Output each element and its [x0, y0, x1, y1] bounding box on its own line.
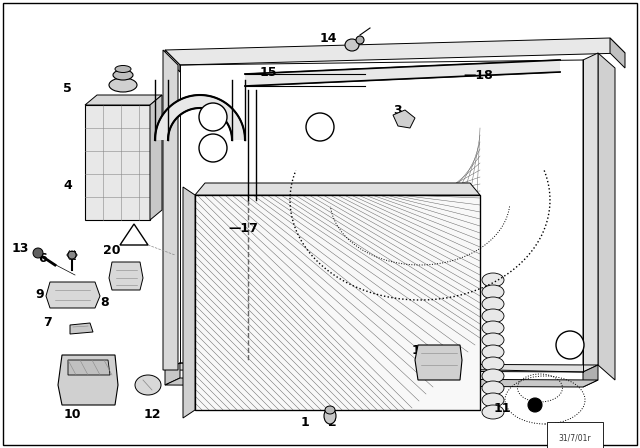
Polygon shape: [415, 345, 462, 380]
Text: 7: 7: [44, 316, 52, 329]
Text: !: !: [132, 233, 136, 242]
Polygon shape: [195, 183, 480, 195]
Polygon shape: [46, 282, 100, 308]
Ellipse shape: [482, 297, 504, 311]
Text: —17: —17: [228, 221, 258, 234]
Polygon shape: [165, 38, 625, 65]
Polygon shape: [85, 105, 150, 220]
Polygon shape: [183, 187, 195, 418]
Text: 16: 16: [563, 340, 577, 350]
Polygon shape: [163, 50, 178, 370]
Polygon shape: [165, 363, 598, 372]
Text: 31/7/01r: 31/7/01r: [559, 434, 591, 443]
Circle shape: [68, 251, 76, 259]
Circle shape: [306, 113, 334, 141]
Polygon shape: [245, 60, 560, 86]
Text: 10: 10: [63, 409, 81, 422]
Text: 19: 19: [412, 344, 429, 357]
Text: 4: 4: [63, 178, 72, 191]
Polygon shape: [85, 95, 162, 105]
Ellipse shape: [345, 39, 359, 51]
Text: 14: 14: [319, 31, 337, 44]
Ellipse shape: [482, 333, 504, 347]
Polygon shape: [120, 224, 148, 245]
Ellipse shape: [324, 408, 336, 424]
Ellipse shape: [482, 357, 504, 371]
Text: 20: 20: [103, 244, 121, 257]
Text: 1: 1: [301, 415, 309, 428]
Polygon shape: [393, 110, 415, 128]
Text: 16: 16: [206, 112, 220, 122]
Ellipse shape: [482, 393, 504, 407]
Ellipse shape: [115, 65, 131, 73]
Ellipse shape: [325, 406, 335, 414]
Polygon shape: [109, 262, 143, 290]
Ellipse shape: [482, 405, 504, 419]
Polygon shape: [70, 323, 93, 334]
Ellipse shape: [109, 78, 137, 92]
Polygon shape: [165, 378, 598, 387]
Text: 11: 11: [493, 401, 511, 414]
Text: 16: 16: [313, 122, 327, 132]
Text: 16: 16: [206, 143, 220, 153]
Polygon shape: [583, 365, 598, 387]
Ellipse shape: [482, 309, 504, 323]
Text: 12: 12: [143, 409, 161, 422]
Polygon shape: [598, 53, 615, 380]
Polygon shape: [583, 53, 598, 372]
Polygon shape: [155, 95, 245, 140]
Text: 9: 9: [36, 289, 44, 302]
Circle shape: [33, 248, 43, 258]
Ellipse shape: [482, 273, 504, 287]
Bar: [195, 195, 480, 410]
Ellipse shape: [482, 285, 504, 299]
Bar: [195, 195, 480, 410]
Polygon shape: [610, 38, 625, 68]
Text: 2: 2: [328, 415, 337, 428]
Ellipse shape: [482, 345, 504, 359]
Ellipse shape: [135, 375, 161, 395]
Text: 5: 5: [63, 82, 72, 95]
Ellipse shape: [113, 70, 133, 80]
Polygon shape: [165, 50, 180, 72]
Polygon shape: [58, 355, 118, 405]
Text: 13: 13: [12, 241, 29, 254]
Text: 6: 6: [38, 251, 47, 264]
Circle shape: [528, 398, 542, 412]
Circle shape: [199, 134, 227, 162]
Circle shape: [556, 331, 584, 359]
Polygon shape: [165, 363, 180, 385]
Ellipse shape: [482, 321, 504, 335]
Polygon shape: [68, 360, 110, 375]
Text: 8: 8: [100, 296, 109, 309]
Text: 3: 3: [393, 103, 401, 116]
Circle shape: [199, 103, 227, 131]
Ellipse shape: [482, 381, 504, 395]
Ellipse shape: [356, 36, 364, 44]
Ellipse shape: [482, 369, 504, 383]
Text: 15: 15: [259, 65, 276, 78]
Text: —18: —18: [463, 69, 493, 82]
Polygon shape: [150, 95, 162, 220]
